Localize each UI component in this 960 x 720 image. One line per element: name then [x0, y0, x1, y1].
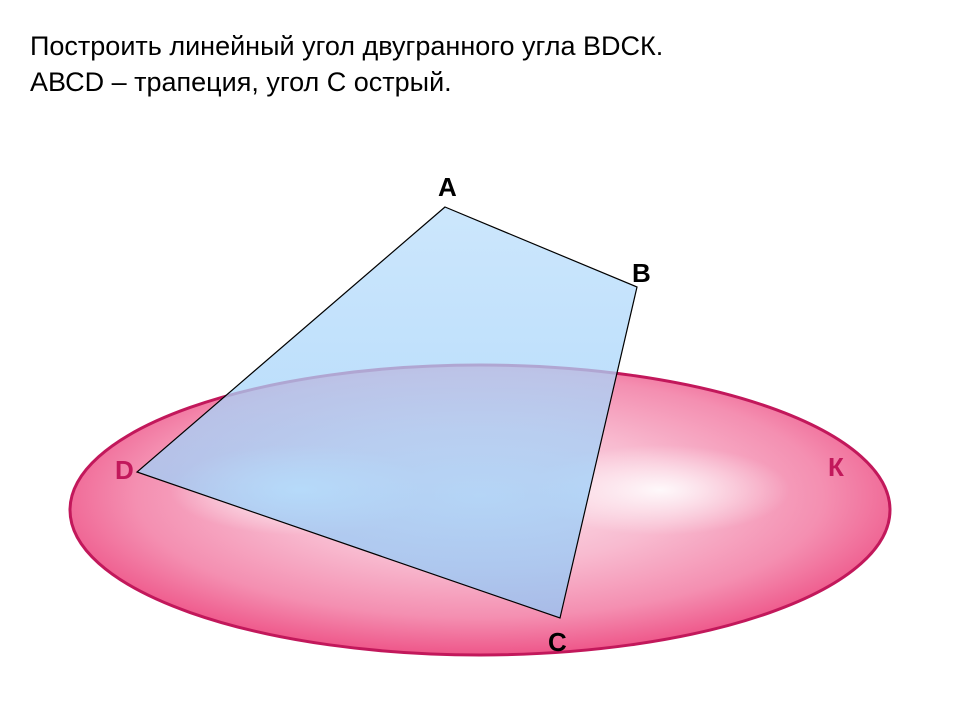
label-b: В: [632, 258, 651, 289]
label-d: D: [115, 455, 134, 486]
geometry-diagram: [0, 0, 960, 720]
label-a: А: [438, 172, 457, 203]
label-c: С: [548, 627, 567, 658]
label-k: К: [828, 452, 844, 483]
